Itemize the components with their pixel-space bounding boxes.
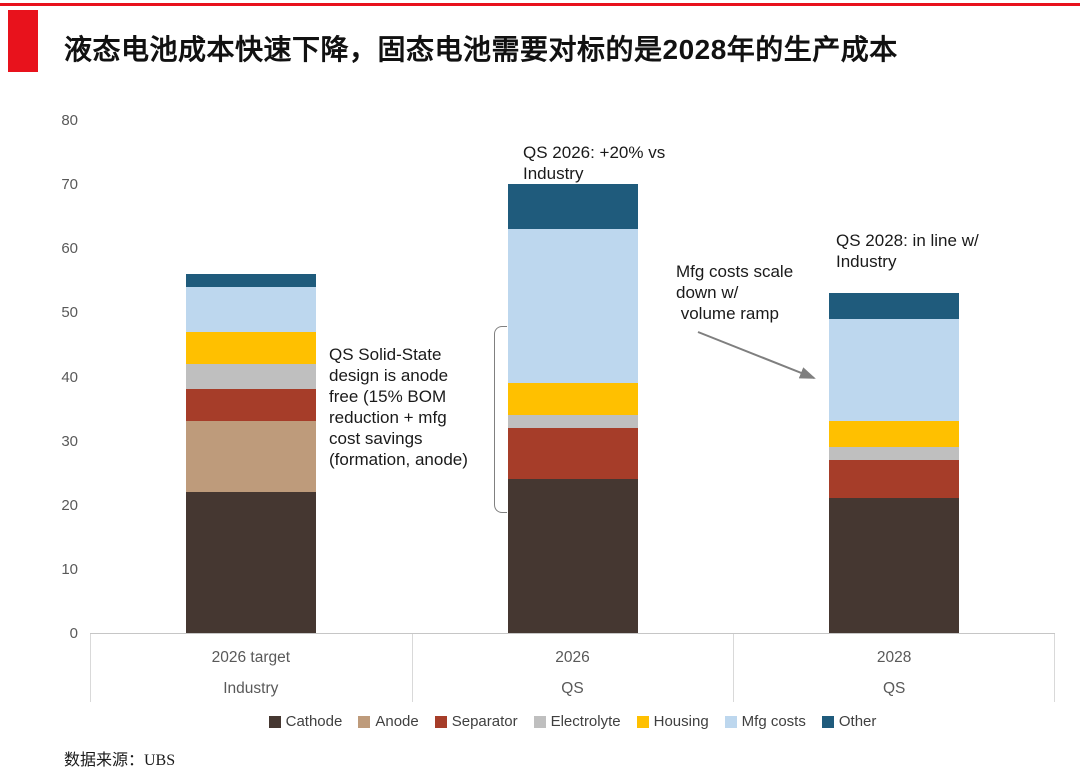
segment-housing (507, 382, 638, 415)
x-group-label: QS (882, 680, 906, 697)
y-tick-label: 50 (61, 304, 78, 322)
x-group-label: QS (561, 680, 584, 697)
legend-swatch-separator (434, 715, 447, 728)
y-tick-label: 80 (61, 112, 78, 129)
legend-swatch-electrolyte (533, 715, 546, 728)
x-axis-divider (1054, 634, 1055, 702)
x-category-label: 2028 (876, 649, 912, 666)
segment-housing (829, 421, 960, 448)
segment-separator (507, 427, 638, 480)
y-tick-label: 70 (61, 176, 78, 194)
legend-label: Separator (451, 713, 518, 730)
segment-separator (829, 459, 960, 499)
segment-electrolyte (507, 415, 638, 428)
x-category-label: 2026 target (211, 649, 291, 666)
legend-label: Other (838, 713, 877, 730)
legend-item-separator: Separator (434, 713, 518, 730)
legend-swatch-anode (358, 715, 371, 728)
segment-electrolyte (829, 447, 960, 460)
y-tick-label: 10 (61, 560, 78, 578)
annotation-qs-2026: QS 2026: +20% vs Industry (523, 143, 666, 184)
segment-mfg-costs (829, 318, 960, 422)
annotation-qs-2028: QS 2028: in line w/ Industry (836, 231, 979, 272)
segment-cathode (507, 479, 638, 633)
annotation-mfg-scale: Mfg costs scale down w/ volume ramp (676, 262, 794, 324)
legend-label: Anode (375, 713, 419, 730)
plot-area (90, 121, 1055, 634)
y-tick-label: 40 (61, 368, 78, 386)
bar-2026-target (185, 121, 316, 633)
segment-electrolyte (185, 363, 316, 390)
source-note: 数据来源：UBS (64, 752, 176, 769)
legend-item-cathode: Cathode (268, 713, 343, 730)
segment-other (507, 184, 638, 230)
y-axis: 0 10 20 30 40 50 60 70 80 (0, 112, 78, 642)
segment-separator (185, 389, 316, 422)
legend-swatch-cathode (268, 715, 281, 728)
x-axis: 2026 target Industry 2026 QS 2028 QS (90, 634, 1055, 704)
segment-other (829, 293, 960, 319)
legend-item-electrolyte: Electrolyte (533, 713, 621, 730)
segment-anode (185, 421, 316, 492)
legend-item-anode: Anode (358, 713, 419, 730)
segment-other (185, 273, 316, 287)
y-tick-label: 60 (61, 240, 78, 258)
legend-item-other: Other (821, 713, 877, 730)
legend-item-mfg-costs: Mfg costs (724, 713, 806, 730)
chart-legend: Cathode Anode Separator Electrolyte Housing M… (90, 713, 1055, 730)
x-axis-divider (733, 634, 735, 702)
segment-cathode (185, 491, 316, 633)
x-category-label: 2026 (555, 649, 590, 666)
annotation-solid-state: QS Solid-State design is anode free (15%… (329, 345, 468, 470)
x-axis-divider (411, 634, 413, 702)
legend-item-housing: Housing (636, 713, 709, 730)
x-group-label: Industry (223, 680, 279, 697)
legend-label: Housing (653, 713, 709, 730)
bar-2028 (829, 121, 960, 633)
legend-label: Mfg costs (741, 713, 806, 730)
x-axis-divider (90, 634, 91, 702)
red-accent-block (8, 10, 38, 72)
segment-mfg-costs (185, 286, 316, 332)
legend-swatch-mfg-costs (724, 715, 737, 728)
arrow-to-2028-bar (697, 331, 816, 379)
top-red-rule (0, 3, 1080, 6)
segment-mfg-costs (507, 229, 638, 383)
bar-2026 (507, 121, 638, 633)
legend-label: Electrolyte (550, 713, 621, 730)
legend-swatch-other (821, 715, 834, 728)
y-tick-label: 0 (69, 625, 78, 642)
y-tick-label: 20 (61, 496, 78, 514)
y-tick-label: 30 (61, 432, 78, 450)
bracket-callout (494, 326, 507, 513)
legend-swatch-housing (636, 715, 649, 728)
segment-cathode (829, 498, 960, 633)
legend-label: Cathode (285, 713, 343, 730)
segment-housing (185, 331, 316, 364)
page-title: 液态电池成本快速下降，固态电池需要对标的是2028年的生产成本 (64, 34, 898, 65)
